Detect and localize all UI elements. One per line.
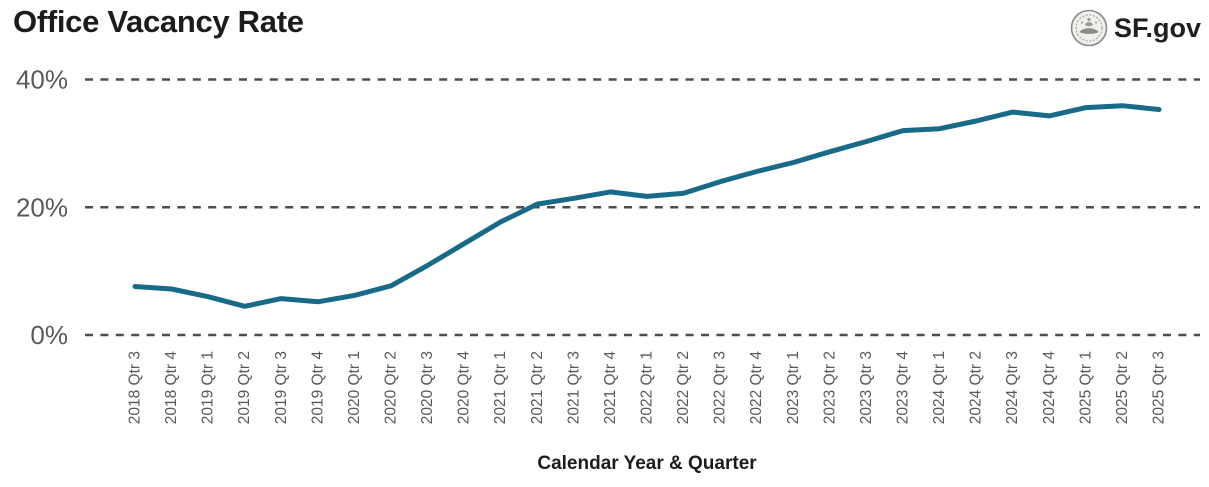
sfgov-logo-text: SF.gov [1113,12,1201,43]
x-tick-label: 2021 Qtr 4 [602,351,619,425]
vacancy-rate-series [132,103,1162,309]
x-tick-label: 2023 Qtr 1 [785,351,802,424]
x-tick-label: 2025 Qtr 2 [1114,351,1131,424]
x-tick-label: 2024 Qtr 1 [931,351,948,424]
y-tick-label: 20% [16,192,68,222]
x-tick-label: 2019 Qtr 2 [236,351,253,424]
x-tick-label: 2025 Qtr 3 [1151,351,1168,424]
x-tick-label: 2022 Qtr 4 [748,351,765,425]
x-tick-label: 2019 Qtr 1 [200,351,217,424]
x-tick-label: 2022 Qtr 2 [675,351,692,424]
sf-city-seal-icon [1070,9,1108,47]
x-axis-title: Calendar Year & Quarter [537,453,757,474]
x-tick-label: 2024 Qtr 2 [968,351,985,424]
x-tick-label: 2023 Qtr 3 [858,351,875,424]
x-tick-label: 2018 Qtr 3 [127,351,144,424]
x-tick-label: 2023 Qtr 4 [895,351,912,425]
page-title: Office Vacancy Rate [13,4,304,39]
x-tick-label: 2020 Qtr 4 [456,351,473,425]
x-tick-label: 2025 Qtr 1 [1077,351,1094,424]
x-tick-label: 2022 Qtr 1 [639,351,656,424]
x-tick-label: 2023 Qtr 2 [821,351,838,424]
x-tick-label: 2022 Qtr 3 [712,351,729,424]
x-tick-label: 2020 Qtr 1 [346,351,363,424]
x-tick-label: 2021 Qtr 3 [565,351,582,424]
x-tick-label: 2024 Qtr 3 [1004,351,1021,424]
sfgov-logo: SF.gov [1070,7,1201,49]
x-tick-label: 2024 Qtr 4 [1041,351,1058,425]
x-tick-label: 2019 Qtr 4 [309,351,326,425]
x-tick-label: 2021 Qtr 2 [529,351,546,424]
x-tick-label: 2020 Qtr 3 [419,351,436,424]
x-tick-label: 2018 Qtr 4 [163,351,180,425]
x-tick-label: 2019 Qtr 3 [273,351,290,424]
x-tick-label: 2020 Qtr 2 [383,351,400,424]
y-tick-label: 40% [16,65,68,95]
y-tick-label: 0% [30,320,68,350]
x-tick-label: 2021 Qtr 1 [492,351,509,424]
